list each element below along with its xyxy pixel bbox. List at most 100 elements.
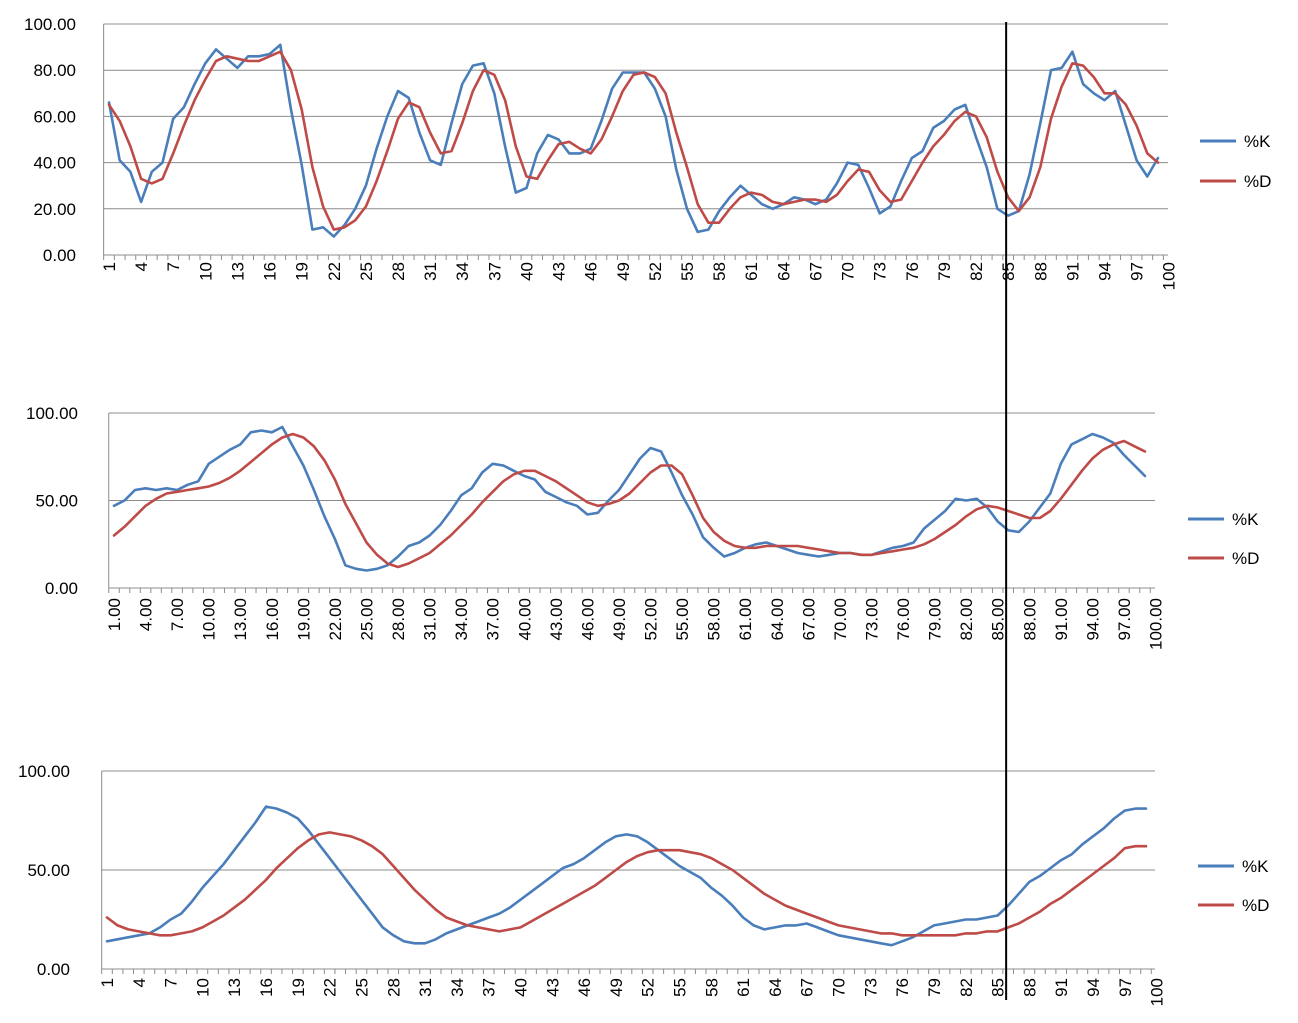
x-tick-label: 64 — [766, 978, 785, 997]
x-tick-label: 19.00 — [294, 598, 313, 641]
chart-1: 0.00 20.00 40.00 60.00 80.00 100.00 1 4 7 10 13 16 1… — [24, 15, 1271, 290]
series-line-k — [112, 425, 1147, 572]
x-tick-label: 10 — [196, 262, 215, 281]
x-tick-label: 58 — [702, 978, 721, 997]
x-tick-label: 97.00 — [1115, 598, 1134, 641]
x-tick-label: 22.00 — [326, 598, 345, 641]
series-line-k — [107, 43, 1160, 238]
x-tick-label: 73.00 — [862, 598, 881, 641]
x-tick-label: 13.00 — [231, 598, 250, 641]
x-tick-label: 28 — [384, 978, 403, 997]
x-tick-label: 70.00 — [831, 598, 850, 641]
x-tick-label: 76.00 — [894, 598, 913, 641]
x-tick-label: 40 — [517, 262, 536, 281]
x-tick-label: 85 — [989, 978, 1008, 997]
x-tick-label: 85.00 — [989, 598, 1008, 641]
x-tick-label: 64 — [774, 262, 793, 281]
x-tick-label: 58 — [710, 262, 729, 281]
x-tick-label: 88 — [1020, 978, 1039, 997]
x-tick-label: 25.00 — [357, 598, 376, 641]
x-tick-label: 43.00 — [547, 598, 566, 641]
x-tick-label: 7 — [164, 262, 183, 271]
x-tick-label: 37 — [485, 262, 504, 281]
x-tick-label: 46 — [575, 978, 594, 997]
series-line-d — [105, 831, 1148, 937]
x-tick-label: 76 — [893, 978, 912, 997]
y-tick-label: 100.00 — [24, 15, 76, 34]
x-tick-label: 97 — [1128, 262, 1147, 281]
x-tick-label: 52 — [639, 978, 658, 997]
y-tick-label: 40.00 — [33, 154, 76, 173]
x-tick-label: 37 — [480, 978, 499, 997]
x-tick-label: 43 — [543, 978, 562, 997]
x-tick-label: 70 — [839, 262, 858, 281]
x-tick-label: 34 — [448, 978, 467, 997]
x-tick-label: 76 — [903, 262, 922, 281]
x-tick-label: 58.00 — [705, 598, 724, 641]
y-tick-label: 100.00 — [26, 404, 78, 423]
x-tick-label: 82 — [957, 978, 976, 997]
x-tick-label: 100 — [1148, 978, 1167, 1006]
x-tick-label: 22 — [321, 978, 340, 997]
x-tick-label: 10.00 — [200, 598, 219, 641]
y-tick-label: 50.00 — [27, 861, 70, 880]
x-tick-label: 40 — [511, 978, 530, 997]
legend-label: %D — [1242, 896, 1269, 915]
series-line-k — [105, 805, 1148, 947]
x-tick-label: 25 — [357, 262, 376, 281]
x-tick-label: 79.00 — [926, 598, 945, 641]
x-tick-label: 46.00 — [578, 598, 597, 641]
x-tick-label: 55 — [678, 262, 697, 281]
x-tick-label: 1 — [98, 978, 117, 987]
x-tick-label: 22 — [325, 262, 344, 281]
x-tick-label: 88 — [1031, 262, 1050, 281]
x-tick-label: 67 — [806, 262, 825, 281]
x-tick-label: 16 — [261, 262, 280, 281]
legend-label: %K — [1242, 857, 1269, 876]
y-tick-label: 60.00 — [33, 107, 76, 126]
x-tick-label: 31.00 — [421, 598, 440, 641]
x-tick-label: 82 — [967, 262, 986, 281]
x-tick-label: 100.00 — [1147, 598, 1166, 650]
legend-label: %K — [1232, 510, 1259, 529]
y-tick-label: 50.00 — [35, 492, 78, 511]
x-tick-label: 67 — [798, 978, 817, 997]
x-tick-label: 55.00 — [673, 598, 692, 641]
x-tick-label: 19 — [293, 262, 312, 281]
x-tick-label: 4.00 — [137, 598, 156, 631]
x-tick-label: 91 — [1063, 262, 1082, 281]
x-tick-label: 55 — [671, 978, 690, 997]
y-tick-label: 100.00 — [18, 762, 70, 781]
x-tick-label: 28.00 — [389, 598, 408, 641]
x-tick-label: 40.00 — [515, 598, 534, 641]
x-tick-label: 16.00 — [263, 598, 282, 641]
x-tick-label: 94 — [1084, 978, 1103, 997]
chart-3: 0.00 50.00 100.00 1 4 7 10 13 16 19 22 25 28 31 34 37 40… — [18, 762, 1269, 1006]
x-tick-label: 49 — [607, 978, 626, 997]
x-tick-label: 88.00 — [1020, 598, 1039, 641]
x-tick-label: 52.00 — [642, 598, 661, 641]
x-tick-label: 52 — [646, 262, 665, 281]
x-tick-label: 31 — [421, 262, 440, 281]
x-tick-label: 19 — [289, 978, 308, 997]
x-tick-label: 67.00 — [799, 598, 818, 641]
y-tick-label: 0.00 — [43, 246, 76, 265]
x-tick-label: 16 — [257, 978, 276, 997]
x-tick-label: 94.00 — [1083, 598, 1102, 641]
x-tick-label: 64.00 — [768, 598, 787, 641]
series-line-d — [107, 50, 1160, 231]
x-tick-label: 1.00 — [105, 598, 124, 631]
x-tick-label: 91.00 — [1052, 598, 1071, 641]
x-tick-label: 73 — [861, 978, 880, 997]
x-tick-label: 13 — [228, 262, 247, 281]
x-tick-label: 25 — [352, 978, 371, 997]
x-tick-label: 79 — [935, 262, 954, 281]
x-tick-label: 91 — [1052, 978, 1071, 997]
x-tick-label: 31 — [416, 978, 435, 997]
chart-2: 0.00 50.00 100.00 1.00 4.00 7.00 10.00 13.00 16.… — [26, 404, 1259, 650]
x-tick-label: 82.00 — [957, 598, 976, 641]
x-tick-label: 10 — [193, 978, 212, 997]
x-tick-label: 7.00 — [168, 598, 187, 631]
x-tick-label: 34 — [453, 262, 472, 281]
x-tick-label: 85 — [999, 262, 1018, 281]
